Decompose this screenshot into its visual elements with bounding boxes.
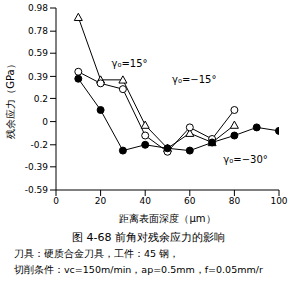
svg-text:20: 20 [95, 196, 107, 206]
svg-text:0.39: 0.39 [28, 72, 48, 82]
svg-text:γ₀=15°: γ₀=15° [112, 58, 148, 69]
svg-text:40: 40 [139, 196, 151, 206]
svg-text:-0.39: -0.39 [25, 162, 49, 172]
svg-text:γ₀=−15°: γ₀=−15° [172, 74, 216, 85]
svg-text:0.59: 0.59 [28, 48, 48, 58]
svg-text:0.98: 0.98 [28, 3, 48, 13]
svg-text:60: 60 [184, 196, 196, 206]
svg-text:γ₀=−30°: γ₀=−30° [223, 154, 267, 165]
svg-text:100: 100 [270, 196, 287, 206]
svg-text:残余应力（GPa）: 残余应力（GPa） [8, 59, 16, 138]
html-text:刀具：硬质合金刀具，工件：45 钢，: 刀具：硬质合金刀具，工件：45 钢， [14, 248, 180, 259]
svg-text:-0.59: -0.59 [25, 185, 49, 195]
html-text:切削条件：vc=150m/min，ap=0.5mm，f=0.: 切削条件：vc=150m/min，ap=0.5mm，f=0.05mm/r [14, 264, 263, 275]
svg-text:0: 0 [42, 117, 48, 127]
svg-text:80: 80 [229, 196, 241, 206]
html-text:图 4-68 前角对残余应力的影响: 图 4-68 前角对残余应力的影响 [72, 231, 225, 244]
svg-text:-0.2: -0.2 [30, 140, 48, 150]
svg-text:0.78: 0.78 [28, 26, 48, 36]
svg-text:0: 0 [53, 196, 59, 206]
svg-text:0.2: 0.2 [34, 94, 48, 104]
svg-text:距离表面深度（μm）: 距离表面深度（μm） [119, 213, 215, 224]
